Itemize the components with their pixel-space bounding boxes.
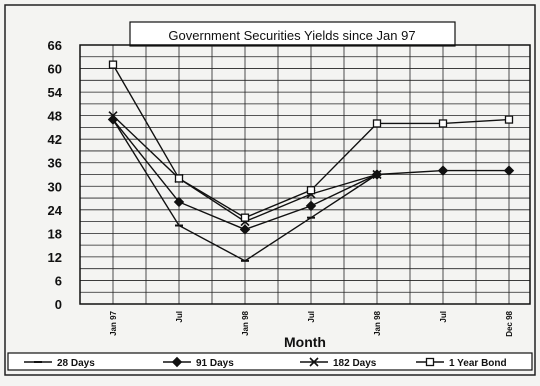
x-tick-label: Jul — [307, 311, 316, 323]
data-point-1-year-bond — [372, 119, 382, 128]
x-tick-label: Jan 98 — [373, 310, 382, 335]
series-markers — [107, 60, 515, 262]
marker-square — [174, 174, 184, 183]
x-tick-labels: Jan 97 Jul Jan 98 Jul Jan 98 Jul Dec 98 — [109, 310, 514, 336]
data-point-182-days — [108, 111, 118, 121]
marker-x — [108, 111, 118, 121]
marker-square — [438, 119, 448, 128]
marker-diamond — [239, 224, 251, 235]
legend-item-28-days: 28 Days — [24, 358, 95, 369]
horizontal-gridlines — [80, 56, 530, 293]
data-point-1-year-bond — [306, 186, 316, 195]
legend-box — [7, 352, 533, 371]
x-axis-label: Month — [284, 334, 326, 350]
data-point-182-days — [372, 169, 382, 180]
marker-square — [504, 115, 514, 124]
y-tick-label: 24 — [48, 203, 63, 218]
data-point-91-days — [305, 200, 317, 212]
legend-label: 28 Days — [57, 358, 95, 369]
data-point-1-year-bond — [240, 213, 250, 222]
y-tick-label: 54 — [48, 85, 63, 100]
y-tick-label: 18 — [48, 226, 62, 241]
marker-square — [306, 186, 316, 195]
marker-x — [309, 357, 319, 367]
y-tick-label: 42 — [48, 132, 62, 147]
y-tick-label: 6 — [55, 273, 62, 288]
y-tick-label: 30 — [48, 179, 62, 194]
x-tick-label: Jan 98 — [241, 310, 250, 335]
legend: 28 Days 91 Days 182 Days 1 Year Bond — [24, 356, 507, 369]
y-tick-label: 12 — [48, 250, 62, 265]
y-tick-label: 36 — [48, 156, 62, 171]
marker-square — [372, 119, 382, 128]
marker-square — [240, 213, 250, 222]
marker-diamond — [173, 196, 185, 208]
y-tick-labels: 0 6 12 18 24 30 36 42 48 54 60 66 — [48, 38, 63, 312]
marker-diamond — [503, 165, 515, 176]
marker-square — [108, 60, 118, 69]
legend-item-91-days: 91 Days — [163, 356, 234, 369]
marker-x — [372, 169, 382, 180]
data-point-1-year-bond — [504, 115, 514, 124]
title-box — [129, 21, 456, 47]
y-tick-label: 48 — [48, 109, 62, 124]
legend-label: 182 Days — [333, 358, 377, 369]
x-tick-label: Jul — [439, 311, 448, 323]
chart-frame — [4, 4, 536, 376]
chart-title: Government Securities Yields since Jan 9… — [168, 28, 415, 43]
data-point-91-days — [437, 165, 449, 176]
marker-diamond — [437, 165, 449, 176]
plot-area — [79, 44, 531, 305]
x-tick-label: Jul — [175, 311, 184, 323]
marker-diamond — [305, 200, 317, 212]
legend-item-182-days: 182 Days — [300, 357, 377, 369]
legend-label: 1 Year Bond — [449, 358, 507, 369]
data-point-1-year-bond — [108, 60, 118, 69]
legend-label: 91 Days — [196, 358, 234, 369]
y-tick-label: 66 — [48, 38, 62, 53]
x-tick-label: Dec 98 — [505, 310, 514, 336]
legend-item-1-year-bond: 1 Year Bond — [416, 357, 507, 369]
y-tick-label: 0 — [55, 297, 62, 312]
data-point-91-days — [173, 196, 185, 208]
marker-diamond — [171, 356, 183, 368]
data-point-91-days — [503, 165, 515, 176]
data-point-91-days — [239, 224, 251, 235]
data-point-1-year-bond — [438, 119, 448, 128]
y-tick-label: 60 — [48, 62, 62, 77]
x-tick-label: Jan 97 — [109, 310, 118, 335]
data-point-1-year-bond — [174, 174, 184, 183]
marker-square — [425, 357, 435, 367]
